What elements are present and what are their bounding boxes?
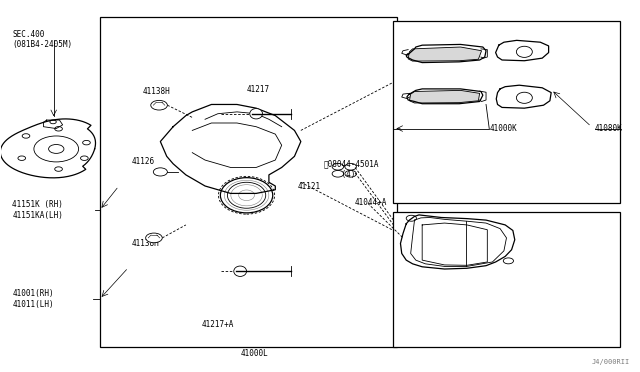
Ellipse shape — [234, 266, 246, 276]
Text: 41151K (RH)
41151KA(LH): 41151K (RH) 41151KA(LH) — [12, 201, 63, 220]
Text: 41217: 41217 — [246, 85, 269, 94]
Text: 41121: 41121 — [298, 182, 321, 190]
Text: 41000K: 41000K — [489, 124, 517, 133]
Text: 41044+A: 41044+A — [355, 198, 387, 207]
Text: SEC.400
(081B4-2405M): SEC.400 (081B4-2405M) — [12, 30, 72, 49]
Circle shape — [151, 100, 168, 110]
Text: 41001(RH)
41011(LH): 41001(RH) 41011(LH) — [12, 289, 54, 309]
Circle shape — [146, 233, 163, 243]
Text: J4/000RII: J4/000RII — [591, 359, 630, 365]
FancyBboxPatch shape — [100, 17, 397, 347]
Polygon shape — [408, 47, 481, 61]
Text: 41138H: 41138H — [143, 87, 170, 96]
Text: 41217+A: 41217+A — [202, 321, 234, 330]
Text: 41000L: 41000L — [240, 349, 268, 358]
Text: 41126: 41126 — [132, 157, 155, 166]
Text: と08044-4501A
    (4): と08044-4501A (4) — [323, 160, 379, 179]
Polygon shape — [410, 90, 479, 103]
Ellipse shape — [250, 109, 262, 119]
Circle shape — [154, 168, 168, 176]
Text: 41138H: 41138H — [132, 239, 159, 248]
Text: 41080K: 41080K — [595, 124, 622, 133]
FancyBboxPatch shape — [394, 21, 620, 203]
FancyBboxPatch shape — [394, 212, 620, 347]
